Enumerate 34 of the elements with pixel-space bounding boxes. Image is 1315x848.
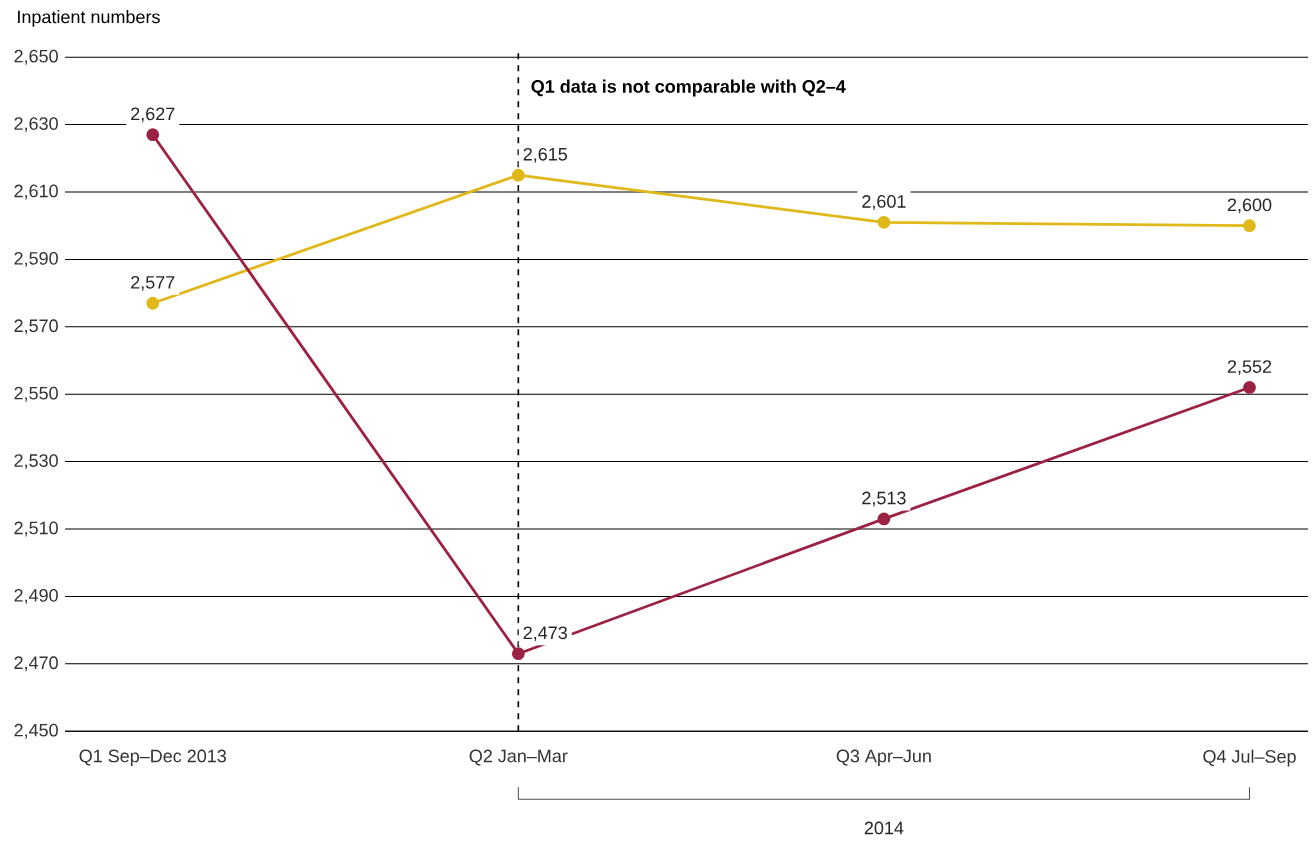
y-tick-label: 2,530 xyxy=(14,454,58,470)
point xyxy=(146,296,160,310)
point xyxy=(1243,219,1256,233)
data-label: 2,627 xyxy=(131,107,175,123)
text: 2014 xyxy=(864,821,904,835)
y-tick-label: 2,490 xyxy=(14,588,58,604)
data-label: 2,473 xyxy=(523,626,567,642)
point xyxy=(877,215,891,229)
data-label: 2,600 xyxy=(1227,198,1272,214)
y-tick-label: 2,630 xyxy=(14,117,58,133)
point xyxy=(1243,381,1256,394)
x-tick-label: Q4 Jul–Sep xyxy=(1203,749,1296,767)
ref-line-label: Q1 data is not comparable with Q2–4 xyxy=(531,79,846,97)
y-tick-label: 2,590 xyxy=(14,251,58,267)
point xyxy=(877,512,891,526)
data-label: 2,552 xyxy=(1227,360,1272,376)
point xyxy=(511,647,525,661)
data-label: 2,615 xyxy=(523,147,568,163)
point xyxy=(146,128,160,142)
y-axis-title: Inpatient numbers xyxy=(18,10,160,27)
y-tick-label: 2,570 xyxy=(14,319,58,335)
point xyxy=(511,168,525,182)
y-tick-label: 2,450 xyxy=(14,723,58,739)
y-tick-label: 2,510 xyxy=(14,521,58,537)
data-label: 2,577 xyxy=(131,275,175,291)
data-label: 2,601 xyxy=(862,195,906,210)
x-tick-label: Q2 Jan–Mar xyxy=(469,749,568,766)
y-tick-label: 2,550 xyxy=(14,386,58,402)
y-tick-label: 2,650 xyxy=(14,49,58,65)
x-tick-label: Q1 Sep–Dec 2013 xyxy=(79,749,226,766)
data-label: 2,513 xyxy=(862,491,906,507)
x-tick-label: Q3 Apr–Jun xyxy=(836,749,931,766)
y-tick-label: 2,470 xyxy=(14,656,58,672)
y-tick-label: 2,610 xyxy=(14,184,58,200)
